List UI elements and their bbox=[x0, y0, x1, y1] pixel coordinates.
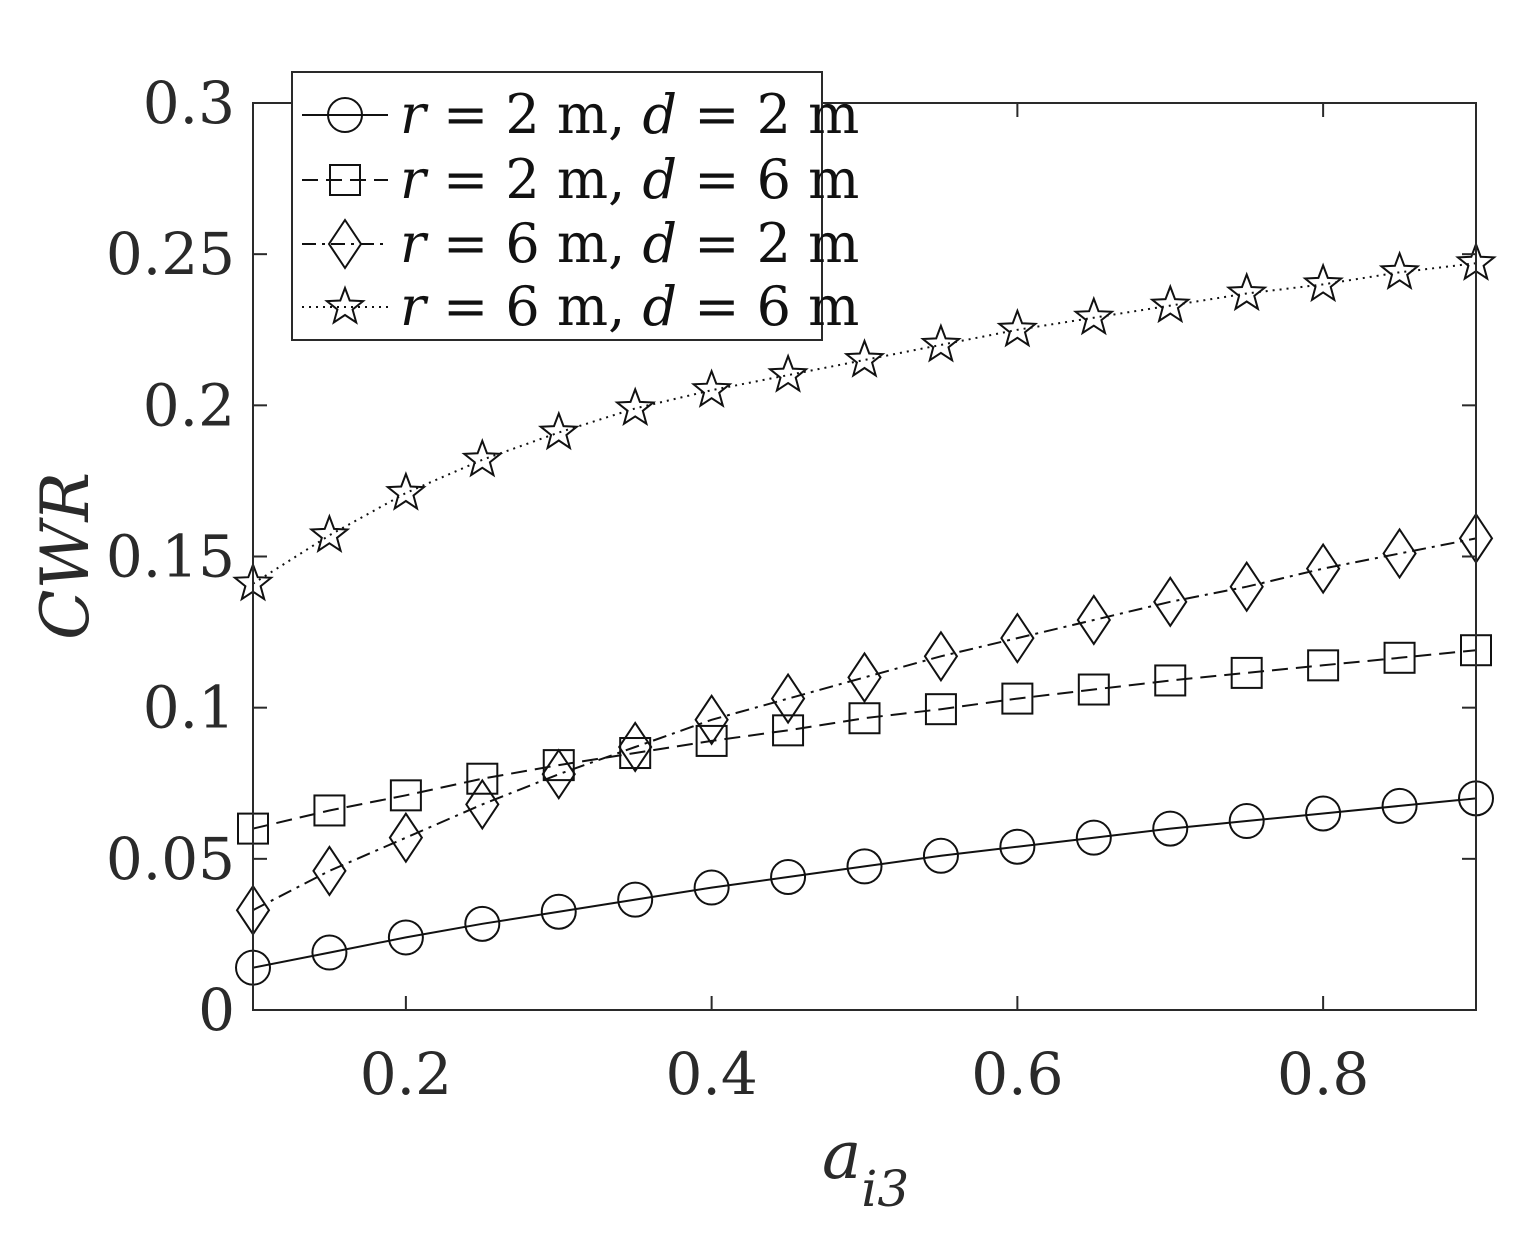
data-point-circle bbox=[1381, 787, 1418, 824]
data-point-diamond bbox=[1076, 594, 1112, 646]
data-point-circle bbox=[999, 828, 1036, 865]
data-point-circle bbox=[1075, 819, 1112, 856]
data-point-diamond bbox=[694, 693, 729, 746]
legend-marker-star bbox=[324, 285, 366, 325]
data-point-circle bbox=[311, 934, 348, 971]
data-point-diamond bbox=[1229, 560, 1264, 613]
axis-tick-labels: 0.2 0.4 0.6 0.8 0 0.05 0.1 0.15 0.2 0.25 0.3 bbox=[106, 69, 1369, 1108]
y-tick-label: 0.3 bbox=[143, 69, 235, 137]
series-line-circle bbox=[252, 797, 1477, 969]
data-point-square bbox=[1154, 664, 1187, 697]
legend: r = 2 m, d = 2 mr = 2 m, d = 6 mr = 6 m,… bbox=[291, 71, 859, 341]
data-point-star bbox=[385, 471, 427, 511]
y-tick-label: 0 bbox=[198, 976, 235, 1044]
y-tick-label: 0.2 bbox=[143, 371, 235, 439]
data-point-diamond bbox=[388, 811, 424, 864]
data-point-diamond bbox=[1382, 527, 1417, 580]
data-point-square bbox=[1307, 649, 1340, 682]
data-point-square bbox=[848, 702, 881, 735]
data-point-star bbox=[308, 513, 351, 554]
series-line-square bbox=[252, 649, 1477, 830]
data-point-star bbox=[690, 368, 733, 408]
data-point-diamond bbox=[617, 721, 653, 773]
legend-marker-diamond bbox=[327, 218, 363, 270]
y-tick-label: 0.15 bbox=[106, 523, 235, 591]
data-point-square bbox=[1230, 656, 1263, 689]
legend-entry-label: r = 6 m, d = 6 m bbox=[400, 275, 859, 338]
series-line-diamond bbox=[252, 537, 1477, 912]
data-point-star bbox=[1072, 295, 1115, 336]
y-tick-label: 0.25 bbox=[106, 220, 235, 288]
data-point-star bbox=[1378, 250, 1421, 291]
data-point-circle bbox=[846, 848, 883, 885]
y-tick-label: 0.05 bbox=[106, 825, 235, 893]
data-point-star bbox=[614, 386, 657, 426]
data-point-star bbox=[843, 338, 886, 378]
data-point-square bbox=[389, 779, 422, 812]
data-point-star bbox=[1302, 262, 1344, 303]
data-point-circle bbox=[770, 858, 807, 895]
data-point-square bbox=[1383, 641, 1416, 674]
data-point-diamond bbox=[770, 672, 806, 725]
data-point-star bbox=[461, 437, 504, 478]
data-point-square bbox=[619, 737, 652, 770]
data-point-square bbox=[313, 794, 346, 827]
data-point-diamond bbox=[465, 778, 500, 831]
data-point-star bbox=[537, 410, 580, 451]
data-point-square bbox=[1077, 673, 1110, 706]
data-point-diamond bbox=[923, 630, 959, 683]
y-tick-label: 0.1 bbox=[143, 674, 235, 742]
data-point-star bbox=[920, 323, 962, 363]
data-point-star bbox=[767, 353, 809, 393]
data-point-circle bbox=[1228, 803, 1265, 840]
legend-entry-label: r = 6 m, d = 2 m bbox=[400, 212, 859, 275]
data-point-circle bbox=[693, 869, 730, 906]
legend-marker-circle bbox=[327, 97, 363, 133]
data-point-star bbox=[996, 307, 1039, 348]
data-point-square bbox=[772, 714, 805, 747]
data-point-diamond bbox=[312, 845, 347, 897]
legend-entry-label: r = 2 m, d = 2 m bbox=[400, 83, 859, 146]
data-point-square bbox=[1001, 682, 1034, 715]
data-point-diamond bbox=[847, 651, 882, 704]
data-point-diamond bbox=[1153, 576, 1188, 628]
data-point-circle bbox=[1305, 795, 1342, 832]
data-point-circle bbox=[464, 905, 501, 942]
series-lines bbox=[252, 262, 1477, 969]
data-point-star bbox=[1149, 283, 1192, 324]
data-point-square bbox=[695, 724, 728, 757]
legend-box bbox=[291, 71, 823, 341]
x-tick-label: 0.8 bbox=[1277, 1040, 1369, 1108]
data-point-diamond bbox=[1000, 612, 1035, 664]
x-tick-label: 0.6 bbox=[971, 1040, 1063, 1108]
data-point-diamond bbox=[1305, 542, 1341, 595]
series-markers bbox=[232, 241, 1497, 986]
data-point-circle bbox=[387, 919, 424, 956]
y-axis-label: CWR bbox=[27, 472, 104, 640]
data-point-circle bbox=[617, 881, 654, 918]
x-tick-label: 0.2 bbox=[360, 1040, 452, 1108]
data-point-square bbox=[466, 762, 499, 795]
data-point-square bbox=[924, 693, 957, 726]
x-axis-label: ai3 bbox=[822, 1117, 909, 1218]
legend-entry-label: r = 2 m, d = 6 m bbox=[400, 148, 859, 211]
x-tick-label: 0.4 bbox=[666, 1040, 758, 1108]
data-point-circle bbox=[540, 893, 577, 930]
data-point-circle bbox=[1152, 810, 1189, 847]
legend-marker-square bbox=[329, 164, 361, 196]
data-point-circle bbox=[922, 837, 959, 874]
data-point-diamond bbox=[541, 748, 576, 800]
data-point-star bbox=[1225, 271, 1268, 312]
